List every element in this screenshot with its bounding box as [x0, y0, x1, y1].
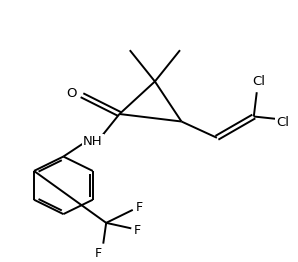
Text: F: F	[136, 201, 143, 214]
Text: NH: NH	[83, 135, 103, 148]
Text: Cl: Cl	[252, 75, 265, 88]
Text: F: F	[134, 224, 141, 237]
Text: F: F	[95, 247, 103, 260]
Text: O: O	[66, 88, 77, 101]
Text: Cl: Cl	[276, 116, 289, 129]
